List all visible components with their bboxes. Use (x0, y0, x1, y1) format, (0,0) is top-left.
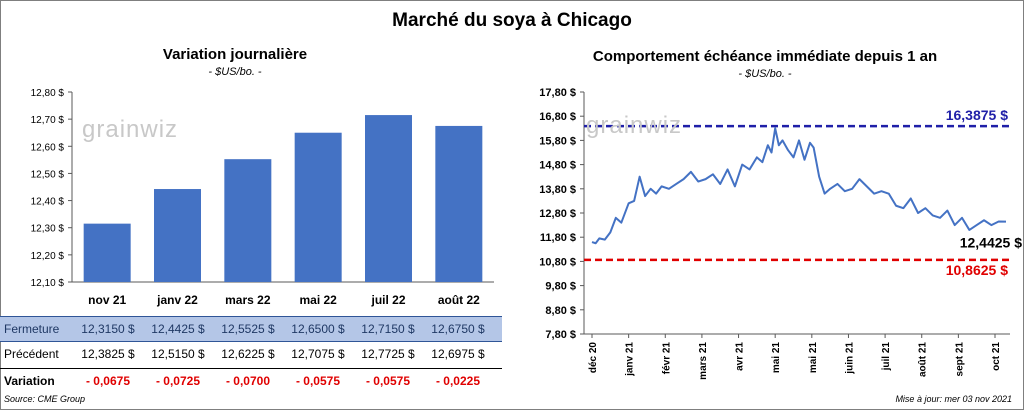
x-tick-label: mars 22 (225, 293, 271, 307)
table-cell: 12,7150 $ (361, 322, 415, 336)
y-tick-label: 13,80 $ (539, 184, 576, 196)
main-title: Marché du soya à Chicago (392, 10, 632, 31)
bar (154, 189, 201, 282)
y-tick-label: 17,80 $ (539, 87, 576, 99)
table-cell: 12,4425 $ (151, 322, 205, 336)
x-tick-label: janv 21 (625, 342, 636, 377)
table-cell: 12,6500 $ (291, 322, 345, 336)
x-tick-label: juil 22 (370, 293, 405, 307)
x-tick-label: nov 21 (88, 293, 126, 307)
table-row-precedent: Précédent 12,3825 $ 12,5150 $ 12,6225 $ … (0, 342, 502, 366)
y-tick-label: 12,70 $ (31, 115, 65, 126)
y-tick-label: 12,30 $ (31, 224, 65, 235)
high-reference-label: 16,3875 $ (946, 107, 1008, 123)
table-cell: 12,6225 $ (221, 347, 275, 361)
y-tick-label: 15,80 $ (539, 135, 576, 147)
low-reference-label: 10,8625 $ (946, 262, 1008, 278)
table-row-variation: Variation - 0,0675 - 0,0725 - 0,0700 - 0… (0, 368, 502, 393)
x-tick-label: mai 21 (771, 342, 782, 374)
y-tick-label: 12,50 $ (31, 169, 65, 180)
series-line (591, 127, 1007, 245)
y-tick-label: 12,40 $ (31, 197, 65, 208)
x-tick-label: juin 21 (844, 342, 855, 375)
x-tick-label: juil 21 (881, 342, 892, 372)
y-tick-label: 9,80 $ (545, 281, 576, 293)
y-tick-label: 16,80 $ (539, 111, 576, 123)
source-note: Source: CME Group (4, 394, 86, 404)
table-cell: 12,6975 $ (431, 347, 485, 361)
x-tick-label: mars 21 (698, 342, 709, 380)
x-tick-label: oct 21 (991, 342, 1002, 371)
x-tick-label: sept 21 (954, 342, 965, 377)
x-tick-label: févr 21 (661, 342, 672, 375)
x-tick-label: déc 20 (588, 342, 599, 374)
bar (224, 159, 272, 282)
row-label: Fermeture (4, 322, 60, 336)
y-tick-label: 14,80 $ (539, 160, 576, 172)
left-chart-title: Variation journalière (162, 46, 308, 63)
x-tick-label: août 22 (438, 293, 480, 307)
row-label: Variation (4, 374, 55, 388)
bar (435, 125, 483, 282)
x-tick-label: mai 21 (808, 342, 819, 374)
table-cell: 12,3825 $ (81, 347, 135, 361)
y-tick-label: 12,10 $ (31, 278, 65, 289)
right-chart-title: Comportement échéance immédiate depuis 1… (592, 48, 938, 65)
table-cell: - 0,0725 (155, 374, 201, 388)
y-tick-label: 8,80 $ (545, 305, 576, 317)
line-chart: 7,80 $ 8,80 $ 9,80 $ 10,80 $ 11,80 $ 12,80 $ 1… (539, 87, 1022, 380)
x-tick-label: avr 21 (735, 342, 746, 371)
row-label: Précédent (4, 347, 59, 361)
table-cell: - 0,0675 (85, 374, 131, 388)
y-tick-label: 12,20 $ (31, 251, 65, 262)
update-note: Mise à jour: mer 03 nov 2021 (895, 394, 1012, 404)
table-cell: - 0,0575 (295, 374, 341, 388)
table-cell: 12,7725 $ (361, 347, 415, 361)
x-tick-label: janv 22 (156, 293, 198, 307)
x-tick-label: mai 22 (299, 293, 337, 307)
y-tick-label: 7,80 $ (545, 329, 576, 341)
left-watermark: grainwiz (82, 116, 179, 143)
x-tick-label: août 21 (918, 342, 929, 377)
y-tick-label: 10,80 $ (539, 256, 576, 268)
bar (365, 115, 412, 282)
bar (83, 223, 131, 282)
table-cell: 12,3150 $ (81, 322, 135, 336)
bar (294, 132, 342, 282)
table-cell: 12,5525 $ (221, 322, 275, 336)
y-tick-label: 12,60 $ (31, 142, 65, 153)
bar-chart: 12,10 $ 12,20 $ 12,30 $ 12,40 $ 12,50 $ 12,60… (31, 88, 494, 307)
table-cell: 12,6750 $ (431, 322, 485, 336)
y-tick-label: 12,80 $ (539, 208, 576, 220)
left-chart-unit: - $US/bo. - (208, 66, 262, 78)
y-tick-label: 12,80 $ (31, 88, 65, 99)
table-cell: 12,7075 $ (291, 347, 345, 361)
table-cell: - 0,0700 (225, 374, 271, 388)
table-row-fermeture: Fermeture 12,3150 $ 12,4425 $ 12,5525 $ … (0, 316, 502, 342)
table-cell: - 0,0225 (435, 374, 481, 388)
table-cell: - 0,0575 (365, 374, 411, 388)
table-cell: 12,5150 $ (151, 347, 205, 361)
y-tick-label: 11,80 $ (540, 232, 576, 244)
right-chart-unit: - $US/bo. - (738, 68, 792, 80)
right-watermark: grainwiz (586, 112, 683, 139)
last-value-label: 12,4425 $ (960, 235, 1022, 251)
